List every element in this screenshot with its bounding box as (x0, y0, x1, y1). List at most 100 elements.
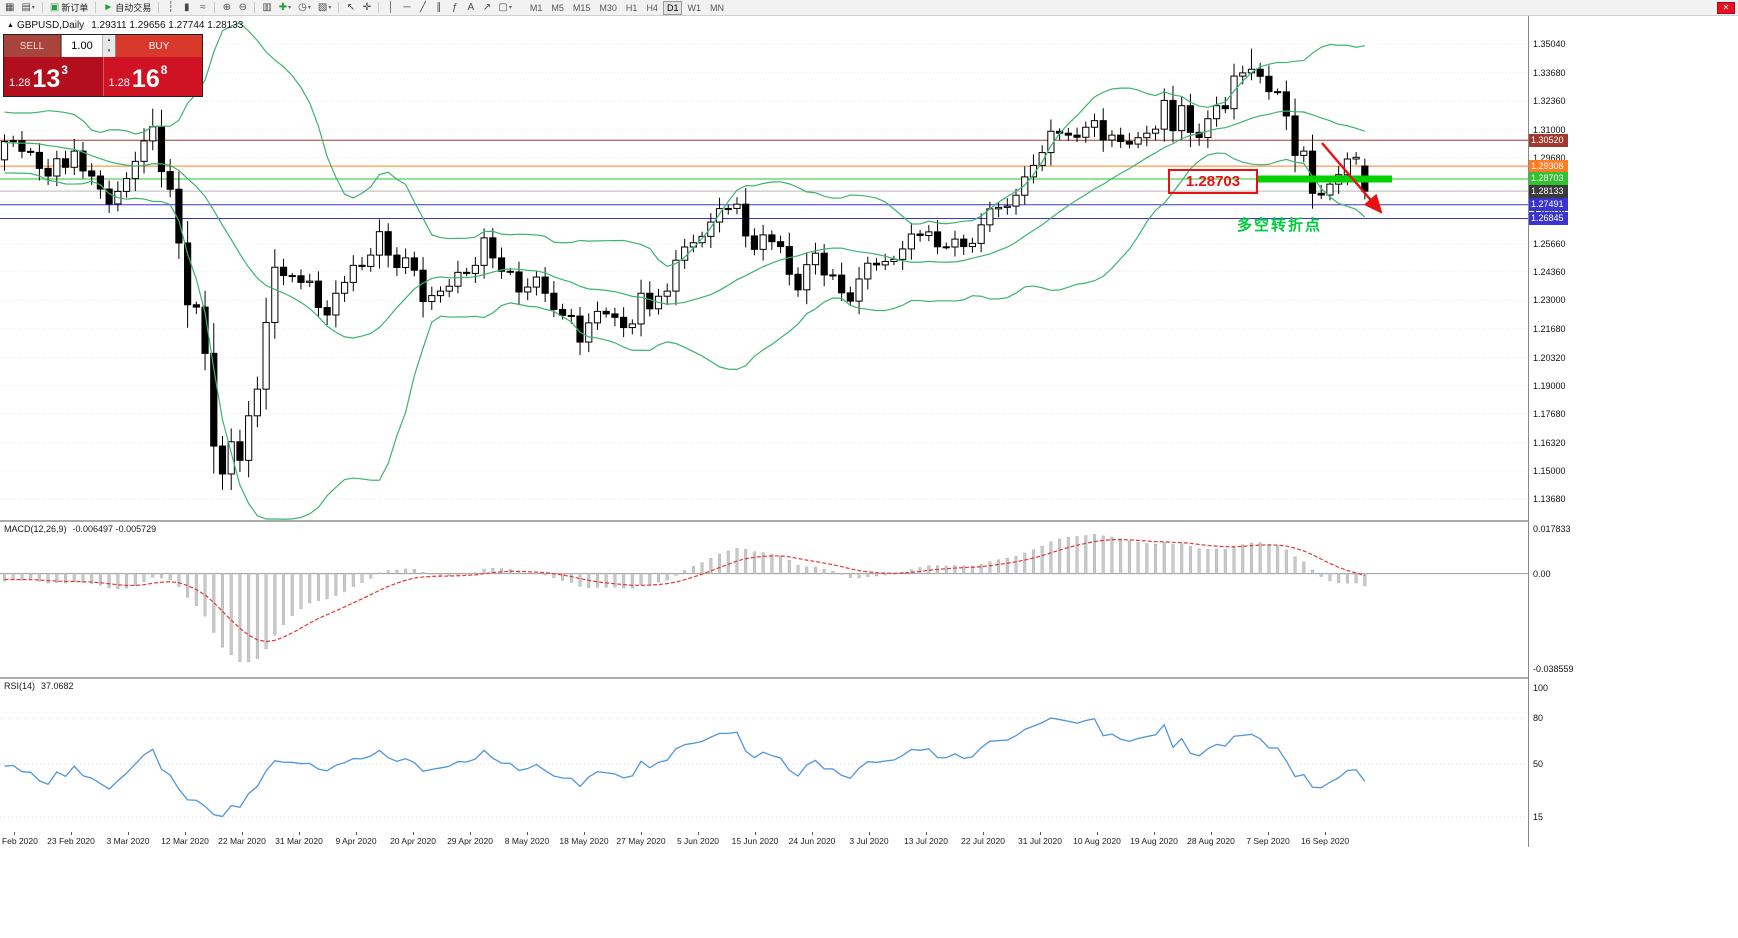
timeframe-m15-button[interactable]: M15 (569, 1, 595, 15)
volume-up-button[interactable]: ▴ (103, 35, 115, 46)
price-tick-label: 1.21680 (1533, 323, 1566, 334)
price-pane[interactable] (0, 22, 1528, 520)
shapes-icon: ▢ (498, 2, 508, 13)
date-tick (185, 832, 186, 835)
date-label: 9 Apr 2020 (335, 836, 377, 846)
date-tick (755, 832, 756, 835)
date-tick (812, 832, 813, 835)
date-tick (527, 832, 528, 835)
chart-profiles-button[interactable]: ▤ ▾ (18, 1, 37, 15)
trendline-button[interactable]: ╱ (415, 1, 430, 15)
date-tick (1268, 832, 1269, 835)
line-chart-button[interactable]: ≈ (195, 1, 210, 15)
tile-windows-button[interactable]: ▥ (259, 1, 274, 15)
vertical-line-button[interactable]: │ (383, 1, 398, 15)
sell-price[interactable]: 1.28 13 3 (4, 57, 104, 96)
templates-button[interactable]: ▧ ▾ (315, 1, 334, 15)
price-tick-label: 1.15000 (1533, 465, 1566, 476)
price-line-label: 1.27491 (1529, 198, 1568, 212)
macd-signal-line (4, 538, 1365, 643)
price-annotation-box[interactable]: 1.28703 (1168, 169, 1258, 194)
date-label: 31 Mar 2020 (275, 836, 323, 846)
chart-canvas[interactable] (0, 0, 1528, 847)
timeframe-m30-button[interactable]: M30 (595, 1, 621, 15)
price-tick-label: 1.33680 (1533, 67, 1566, 78)
macd-tick-label: 0.017833 (1533, 524, 1571, 535)
tile-windows-icon: ▥ (262, 2, 272, 13)
price-line-label: 1.29308 (1529, 159, 1568, 173)
buy-price[interactable]: 1.28 16 8 (103, 57, 202, 96)
macd-pane[interactable] (0, 534, 1528, 663)
turning-point-note[interactable]: 多空转折点 (1237, 217, 1323, 234)
text-label-icon: A (467, 2, 475, 13)
pane-separator[interactable] (0, 677, 1528, 679)
volume-down-button[interactable]: ▾ (103, 46, 115, 57)
indicators-button[interactable]: ✚ ▾ (276, 1, 294, 15)
bollinger-middle-band (4, 110, 1366, 339)
shapes-button[interactable]: ▢ ▾ (495, 1, 514, 15)
horizontal-line-icon: ─ (403, 2, 411, 13)
bollinger-lower-band (4, 152, 1366, 520)
auto-trading-button[interactable]: ► 自动交易 (100, 1, 154, 15)
timeframe-h4-button[interactable]: H4 (642, 1, 662, 15)
toolbar-separator (378, 2, 380, 13)
zoom-in-button[interactable]: ⊕ (219, 1, 234, 15)
date-tick (128, 832, 129, 835)
price-scale[interactable]: 1.350401.336801.323601.310001.296801.283… (1528, 16, 1738, 847)
timeframe-m5-button[interactable]: M5 (547, 1, 568, 15)
macd-values: -0.006497 -0.005729 (72, 524, 157, 534)
macd-tick-label: 0.00 (1533, 568, 1551, 579)
sell-price-point: 3 (61, 63, 68, 77)
down-trend-arrow[interactable] (1321, 142, 1383, 214)
indicators-caret-icon: ▾ (288, 5, 292, 11)
templates-caret-icon: ▾ (328, 5, 332, 11)
close-icon[interactable]: ✕ (1717, 2, 1735, 14)
periods-button[interactable]: ◷ ▾ (295, 1, 314, 15)
arrows-tool-button[interactable]: ↗ (479, 1, 494, 15)
date-label: 22 Jul 2020 (961, 836, 1005, 846)
pane-separator[interactable] (0, 520, 1528, 522)
bars-chart-button[interactable]: ┆ (163, 1, 178, 15)
equidistant-channel-button[interactable]: ∥ (431, 1, 446, 15)
date-tick (71, 832, 72, 835)
date-label: 3 Mar 2020 (106, 836, 150, 846)
time-axis[interactable]: 13 Feb 2020 23 Feb 2020 3 Mar 2020 12 Mar 2… (0, 832, 1528, 847)
rsi-tick-label: 100 (1533, 683, 1549, 694)
candlestick-chart-icon: ▮ (184, 2, 190, 13)
text-label-button[interactable]: A (463, 1, 478, 15)
rsi-pane[interactable] (0, 717, 1528, 818)
sell-button[interactable]: SELL (4, 35, 61, 57)
cursor-icon: ↖ (346, 2, 356, 13)
candlestick-chart-button[interactable]: ▮ (179, 1, 194, 15)
timeframe-m1-button[interactable]: M1 (526, 1, 547, 15)
volume-input[interactable] (62, 35, 102, 57)
date-tick (584, 832, 585, 835)
toolbar-separator (338, 2, 340, 13)
new-order-button[interactable]: ▣ 新订单 (47, 1, 91, 15)
date-label: 18 May 2020 (559, 836, 609, 846)
line-chart-icon: ≈ (200, 2, 206, 13)
buy-button[interactable]: BUY (116, 35, 202, 57)
zoom-out-button[interactable]: ⊖ (235, 1, 250, 15)
price-tick-label: 1.35040 (1533, 38, 1566, 49)
timeframe-mn-button[interactable]: MN (706, 1, 728, 15)
macd-indicator-label: MACD(12,26,9) -0.006497 -0.005729 (4, 524, 156, 534)
sell-price-pips: 13 (32, 65, 61, 93)
timeframe-switcher: M1 M5 M15 M30 H1 H4 D1 W1 MN (526, 0, 728, 15)
horizontal-line-button[interactable]: ─ (399, 1, 414, 15)
timeframe-d1-button[interactable]: D1 (662, 0, 683, 15)
toolbar-separator (95, 2, 97, 13)
timeframe-h1-button[interactable]: H1 (622, 1, 642, 15)
rsi-line (4, 717, 1366, 818)
zoom-out-icon: ⊖ (238, 2, 247, 13)
timeframe-w1-button[interactable]: W1 (683, 1, 705, 15)
date-tick (1325, 832, 1326, 835)
fibonacci-button[interactable]: ƒ (447, 1, 462, 15)
new-chart-button[interactable]: ▦ (2, 1, 17, 15)
cursor-button[interactable]: ↖ (343, 1, 358, 15)
crosshair-button[interactable]: ✛ (359, 1, 374, 15)
toolbar-separator (158, 2, 160, 13)
date-tick (983, 832, 984, 835)
macd-tick-label: -0.038559 (1533, 664, 1574, 675)
